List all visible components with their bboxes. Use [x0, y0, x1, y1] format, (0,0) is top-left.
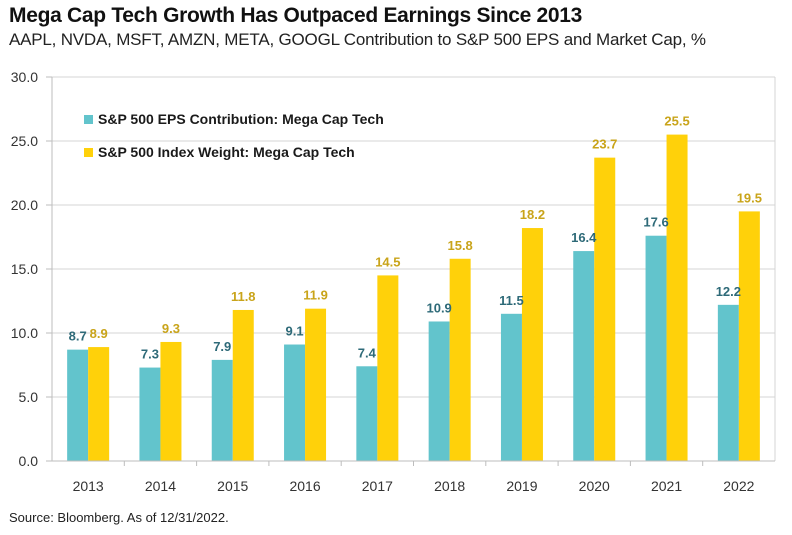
x-tick-label: 2016 — [289, 478, 320, 494]
data-label-eps: 8.7 — [69, 329, 87, 344]
bar-index-weight — [305, 308, 327, 461]
x-axis: 2013 2014 2015 2016 2017 2018 2019 2020 2021 2022 — [52, 460, 775, 494]
bar-index-weight — [160, 341, 182, 461]
bar-eps-contribution — [500, 313, 522, 461]
data-label-eps: 11.5 — [499, 293, 524, 308]
source-note: Source: Bloomberg. As of 12/31/2022. — [9, 510, 229, 525]
data-label-eps: 17.6 — [643, 215, 668, 230]
x-tick-label: 2015 — [217, 478, 248, 494]
legend-label: S&P 500 Index Weight: Mega Cap Tech — [98, 144, 355, 160]
y-tick-label: 20.0 — [11, 197, 38, 213]
data-label-eps: 9.1 — [286, 324, 304, 339]
y-tick-label: 25.0 — [11, 133, 38, 149]
x-tick-label: 2022 — [723, 478, 754, 494]
bar-index-weight — [738, 211, 760, 461]
data-label-weight: 11.9 — [303, 288, 328, 303]
data-label-weight: 8.9 — [90, 326, 108, 341]
data-label-weight: 9.3 — [162, 321, 180, 336]
data-labels: 8.7 8.9 7.39.3 7.9 11.8 9.1 11.9 7.4 14.5 10.9 15.… — [69, 114, 762, 362]
data-label-weight: 14.5 — [375, 254, 400, 269]
data-label-weight: 11.8 — [231, 289, 256, 304]
y-tick-label: 0.0 — [19, 453, 39, 469]
data-label-eps: 10.9 — [426, 300, 451, 315]
x-tick-label: 2017 — [362, 478, 393, 494]
x-tick-label: 2013 — [73, 478, 104, 494]
y-tick-label: 30.0 — [11, 69, 38, 85]
x-tick-label: 2018 — [434, 478, 465, 494]
x-tick-label: 2020 — [579, 478, 610, 494]
bar-eps-contribution — [356, 366, 378, 461]
bars — [67, 134, 760, 461]
bar-eps-contribution — [284, 344, 306, 461]
bar-index-weight — [666, 134, 688, 461]
chart-subtitle: AAPL, NVDA, MSFT, AMZN, META, GOOGL Cont… — [9, 30, 706, 49]
data-label-weight: 23.7 — [592, 137, 617, 152]
bar-eps-contribution — [67, 349, 89, 461]
bar-eps-contribution — [573, 251, 595, 461]
data-label-eps: 16.4 — [571, 230, 597, 245]
bar-eps-contribution — [717, 304, 739, 461]
y-tick-label: 5.0 — [19, 389, 39, 405]
x-tick-label: 2019 — [506, 478, 537, 494]
bar-eps-contribution — [645, 235, 667, 461]
data-label-eps: 7.4 — [358, 345, 377, 360]
data-label-eps: 12.2 — [716, 284, 741, 299]
data-label-eps: 7.3 — [141, 347, 159, 362]
bar-index-weight — [449, 258, 471, 461]
bar-eps-contribution — [428, 321, 450, 461]
data-label-weight: 15.8 — [447, 238, 472, 253]
y-axis: 0.0 5.0 10.0 15.0 20.0 25.0 30.0 — [11, 69, 53, 469]
x-tick-label: 2021 — [651, 478, 682, 494]
data-label-weight: 25.5 — [664, 114, 689, 129]
legend-swatch — [84, 148, 93, 157]
bar-index-weight — [521, 228, 543, 461]
bar-eps-contribution — [211, 359, 233, 461]
data-label-eps: 7.9 — [213, 339, 231, 354]
legend-label: S&P 500 EPS Contribution: Mega Cap Tech — [98, 111, 384, 127]
data-label-weight: 18.2 — [520, 207, 545, 222]
bar-index-weight — [88, 347, 110, 461]
bar-index-weight — [232, 309, 254, 461]
legend: S&P 500 EPS Contribution: Mega Cap Tech S… — [84, 111, 384, 160]
x-tick-label: 2014 — [145, 478, 176, 494]
bar-index-weight — [594, 157, 616, 461]
chart-title: Mega Cap Tech Growth Has Outpaced Earnin… — [9, 4, 583, 27]
y-tick-label: 10.0 — [11, 325, 38, 341]
legend-swatch — [84, 115, 93, 124]
bar-index-weight — [377, 275, 399, 461]
bar-eps-contribution — [139, 367, 161, 461]
data-label-weight: 19.5 — [737, 190, 762, 205]
y-tick-label: 15.0 — [11, 261, 38, 277]
